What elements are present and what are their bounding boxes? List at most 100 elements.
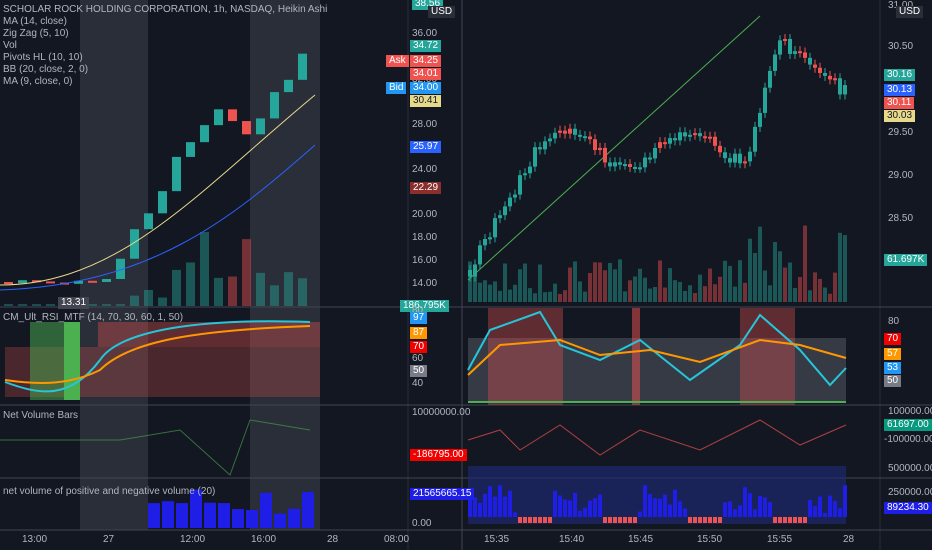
net-volume-bar xyxy=(488,486,492,517)
candle xyxy=(298,53,307,80)
rsi-line xyxy=(4,320,311,393)
net-volume-bar xyxy=(483,493,487,517)
candle xyxy=(638,167,642,170)
price-tick: 28.50 xyxy=(888,213,914,224)
volume-bar xyxy=(518,269,522,302)
rsi-line xyxy=(467,338,847,376)
volume-bar xyxy=(553,283,557,302)
nvb-badge: 61697.00 xyxy=(884,419,932,431)
candle xyxy=(88,280,97,283)
volume-bar xyxy=(788,262,792,302)
candle xyxy=(788,38,792,54)
volume-bar xyxy=(748,238,752,302)
candle xyxy=(708,136,712,139)
candle xyxy=(573,128,577,135)
indicator-title: Net Volume Bars xyxy=(3,410,79,421)
volume-bar xyxy=(508,289,512,302)
net-volume-bar xyxy=(503,496,507,517)
rsi-zone xyxy=(98,322,320,347)
volume-bar xyxy=(723,260,727,302)
candle xyxy=(102,279,111,282)
volume-bar xyxy=(18,304,27,306)
price-badge: 34.01 xyxy=(410,68,442,80)
indicator-title: net volume of positive and negative volu… xyxy=(3,486,216,497)
candle xyxy=(613,162,617,167)
candle xyxy=(528,166,532,174)
volume-bar xyxy=(768,285,772,302)
candle xyxy=(46,281,55,284)
candle xyxy=(693,133,697,136)
volume-bar xyxy=(503,263,507,302)
volume-bar xyxy=(658,260,662,302)
net-volume-bar xyxy=(723,502,727,517)
candle xyxy=(823,72,827,76)
net-volume-bar xyxy=(638,511,642,517)
candle xyxy=(633,166,637,169)
net-volume-bar xyxy=(508,490,512,517)
candle xyxy=(172,156,181,192)
net-volume-bar xyxy=(593,498,597,517)
volume-bar xyxy=(618,259,622,302)
candle xyxy=(643,157,647,168)
price-tick: 29.50 xyxy=(888,127,914,138)
rsi-badge: 53 xyxy=(884,362,902,374)
candle xyxy=(578,134,582,137)
net-volume-bar xyxy=(232,509,244,528)
net-volume-bar xyxy=(218,503,230,528)
session-band xyxy=(80,0,148,530)
candle xyxy=(583,136,587,139)
time-tick: 16:00 xyxy=(251,534,277,545)
volume-bar xyxy=(488,284,492,302)
volume-bar xyxy=(116,304,125,306)
volume-bar xyxy=(828,293,832,302)
net-volume-bar xyxy=(190,489,202,528)
net-volume-bar xyxy=(703,517,707,523)
volume-bar xyxy=(598,262,602,302)
volume-bar xyxy=(798,276,802,302)
price-tick: 24.00 xyxy=(412,164,438,175)
net-volume-bar xyxy=(733,509,737,517)
candle xyxy=(773,54,777,71)
volume-bar xyxy=(478,282,482,302)
net-volume-bar xyxy=(718,517,722,523)
candle xyxy=(813,64,817,68)
volume-bar xyxy=(663,287,667,302)
volume-bar xyxy=(808,290,812,302)
net-volume-bar xyxy=(793,517,797,523)
price-badge: 30.16 xyxy=(884,69,916,81)
volume-bar xyxy=(172,269,181,306)
candle xyxy=(753,126,757,152)
volume-bar xyxy=(623,291,627,302)
time-tick: 15:50 xyxy=(697,534,723,545)
volume-bar xyxy=(558,293,562,302)
price-tick: 18.00 xyxy=(412,232,438,243)
volume-bar xyxy=(533,293,537,302)
volume-bar xyxy=(763,270,767,302)
candle xyxy=(158,191,167,214)
volume-bar xyxy=(573,261,577,302)
candle xyxy=(648,157,652,160)
candle xyxy=(728,158,732,163)
net-volume-bar xyxy=(548,517,552,523)
net-volume-bar xyxy=(768,502,772,517)
nv-tick: 0.00 xyxy=(412,518,432,529)
volume-bar xyxy=(523,263,527,302)
volume-bar xyxy=(703,286,707,302)
volume-bar xyxy=(688,285,692,302)
net-volume-bar xyxy=(663,494,667,517)
net-volume-bar xyxy=(743,487,747,517)
candle xyxy=(523,173,527,176)
indicator-label: Zig Zag (5, 10) xyxy=(3,28,69,39)
rsi-tick: 80 xyxy=(888,316,900,327)
net-volume-bar xyxy=(260,492,272,528)
ma-line xyxy=(0,144,316,291)
nvb-tick: 100000.00 xyxy=(888,406,932,417)
volume-bar xyxy=(528,288,532,302)
nv-badge: 21565665.15 xyxy=(410,488,475,500)
volume-bar xyxy=(608,262,612,302)
time-tick: 12:00 xyxy=(180,534,206,545)
rsi-badge: 57 xyxy=(884,348,902,360)
candle xyxy=(478,245,482,265)
volume-badge: 186.795K xyxy=(400,300,449,312)
net-volume-bar xyxy=(523,517,527,523)
